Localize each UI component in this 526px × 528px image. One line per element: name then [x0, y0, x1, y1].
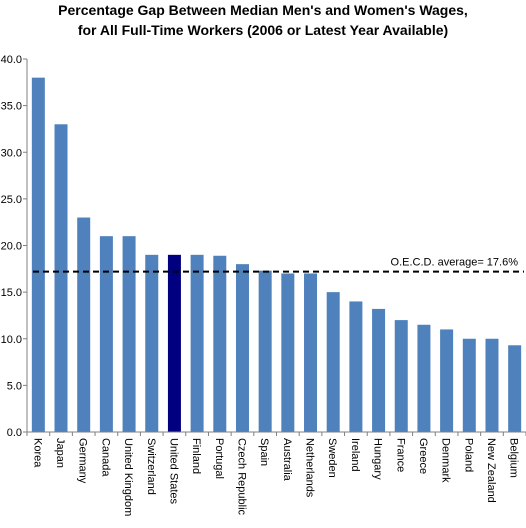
x-tick-label: Portugal	[213, 438, 225, 479]
x-tick-label: Hungary	[372, 438, 384, 480]
bar-netherlands	[304, 273, 318, 432]
x-tick-label: Finland	[190, 438, 202, 474]
bar-switzerland	[145, 254, 159, 432]
bar-hungary	[372, 308, 386, 432]
bar-sweden	[326, 292, 340, 433]
bar-czech-republic	[235, 264, 249, 432]
x-tick-label: Poland	[462, 438, 474, 472]
y-tick-label: 25.0	[1, 194, 22, 206]
bar-france	[394, 320, 408, 432]
y-tick-label: 40.0	[1, 54, 22, 66]
bar-portugal	[213, 255, 227, 432]
bar-united-kingdom	[122, 236, 136, 432]
y-tick-label: 35.0	[1, 101, 22, 113]
x-tick-label: New Zealand	[485, 438, 497, 503]
bar-belgium	[508, 345, 522, 432]
bar-united-states	[167, 254, 181, 432]
bar-canada	[99, 236, 113, 432]
x-tick-label: Denmark	[440, 438, 452, 483]
bar-australia	[281, 273, 295, 432]
y-tick-label: 10.0	[1, 334, 22, 346]
x-tick-label: France	[394, 438, 406, 472]
x-tick-label: Japan	[54, 438, 66, 468]
bar-ireland	[349, 301, 363, 432]
bar-finland	[190, 254, 204, 432]
x-tick-label: Belgium	[508, 438, 520, 478]
x-tick-label: Ireland	[349, 438, 361, 472]
bar-germany	[77, 217, 91, 432]
bar-new-zealand	[485, 338, 499, 432]
oecd-average-label: O.E.C.D. average= 17.6%	[391, 257, 519, 269]
y-tick-label: 20.0	[1, 241, 22, 253]
chart-title: Percentage Gap Between Median Men's and …	[58, 2, 468, 18]
y-tick-label: 30.0	[1, 147, 22, 159]
bar-poland	[462, 338, 476, 432]
x-tick-label: United Kingdom	[122, 438, 134, 516]
x-tick-label: Czech Republic	[235, 438, 247, 516]
bar-japan	[54, 124, 68, 432]
chart-subtitle: for All Full-Time Workers (2006 or Lates…	[77, 22, 449, 38]
bar-denmark	[440, 329, 454, 432]
x-tick-label: Canada	[99, 438, 111, 477]
y-tick-label: 5.0	[7, 380, 22, 392]
x-tick-label: Greece	[417, 438, 429, 474]
bar-greece	[417, 324, 431, 432]
x-tick-label: Netherlands	[304, 438, 316, 498]
bar-spain	[258, 270, 272, 432]
x-tick-label: Switzerland	[145, 438, 157, 495]
x-tick-label: Germany	[77, 438, 89, 484]
x-tick-label: Spain	[258, 438, 270, 466]
y-tick-label: 15.0	[1, 287, 22, 299]
bar-korea	[31, 77, 45, 433]
x-tick-label: Korea	[31, 438, 43, 468]
x-tick-label: Sweden	[326, 438, 338, 478]
x-tick-label: Australia	[281, 438, 293, 482]
x-tick-label: United States	[167, 438, 179, 505]
y-tick-label: 0.0	[7, 427, 22, 439]
